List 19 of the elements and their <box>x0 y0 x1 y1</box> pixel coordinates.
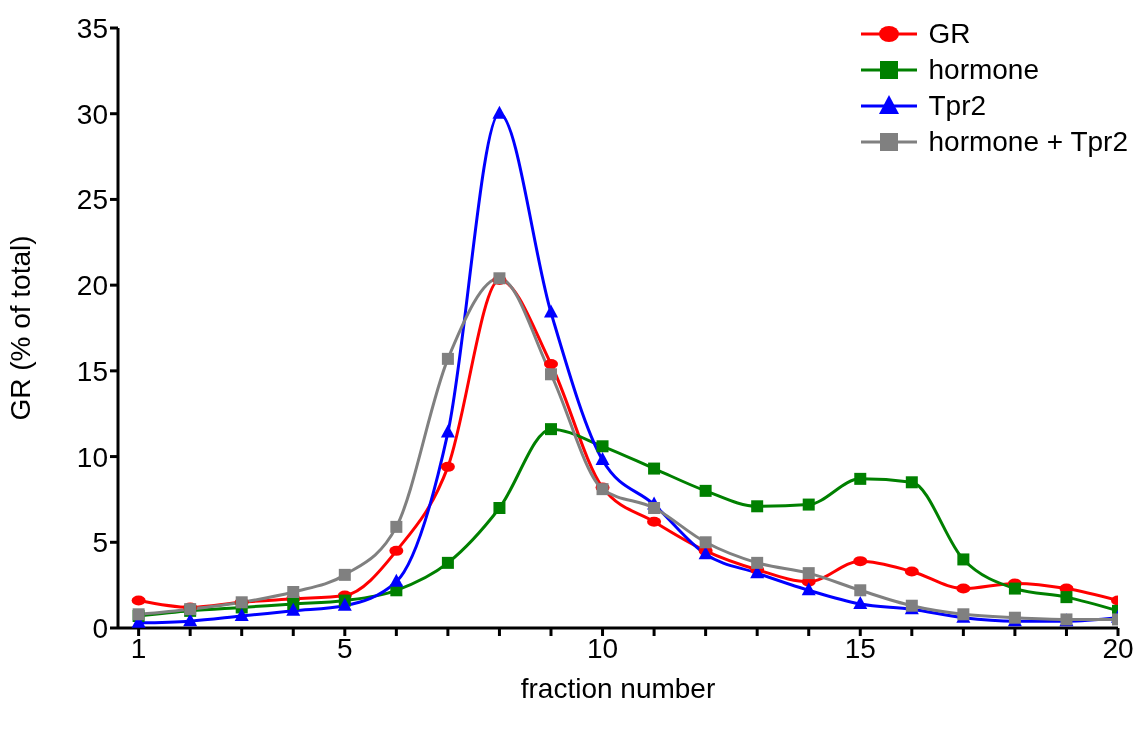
y-tick-label: 0 <box>92 612 108 644</box>
x-tick-label: 1 <box>130 632 147 664</box>
x-axis-title: fraction number <box>520 673 716 704</box>
legend-label: hormone + Tpr2 <box>928 125 1128 159</box>
x-tick-label: 20 <box>1102 632 1134 664</box>
y-tick-label: 20 <box>76 270 108 302</box>
y-axis-title: GR (% of total) <box>4 235 36 421</box>
legend-label: GR <box>928 17 971 51</box>
y-tick-label: 25 <box>76 184 108 216</box>
y-tick-label: 15 <box>76 355 108 387</box>
x-tick-label: 5 <box>337 632 353 664</box>
y-tick-label: 35 <box>76 12 108 44</box>
legend-label: Tpr2 <box>928 89 987 123</box>
legend-label: hormone <box>928 53 1040 87</box>
y-tick-label: 10 <box>76 441 108 473</box>
x-tick-label: 15 <box>844 632 876 664</box>
y-tick-label: 5 <box>92 527 108 559</box>
x-tick-label: 10 <box>586 632 619 664</box>
y-tick-label: 30 <box>76 98 108 130</box>
